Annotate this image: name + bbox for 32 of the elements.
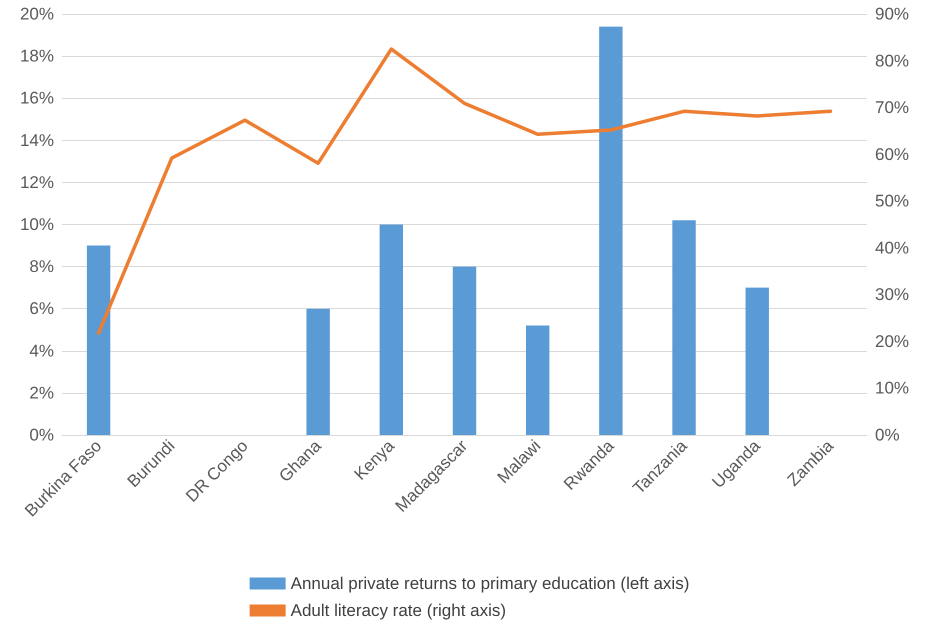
y-tick-label: 6% bbox=[29, 299, 54, 318]
bar bbox=[526, 326, 550, 435]
y2-tick-label: 90% bbox=[875, 4, 910, 24]
bar bbox=[599, 26, 623, 435]
y2-tick-label: 50% bbox=[875, 192, 910, 211]
bar bbox=[672, 220, 696, 435]
bar bbox=[452, 266, 476, 435]
y2-tick-label: 70% bbox=[875, 98, 910, 118]
bar bbox=[86, 246, 110, 435]
y2-tick-label: 10% bbox=[875, 378, 910, 398]
y-tick-label: 12% bbox=[20, 172, 54, 192]
y-tick-label: 8% bbox=[29, 257, 54, 276]
bar bbox=[746, 288, 769, 435]
y2-tick-label: 30% bbox=[875, 285, 910, 304]
y2-tick-label: 60% bbox=[875, 144, 910, 164]
bar bbox=[380, 224, 404, 435]
y2-tick-label: 40% bbox=[875, 238, 910, 258]
y-tick-label: 4% bbox=[29, 341, 54, 360]
legend-label: Adult literacy rate (right axis) bbox=[290, 601, 506, 620]
y-tick-label: 18% bbox=[20, 46, 54, 66]
y2-tick-label: 80% bbox=[875, 51, 910, 70]
legend-label: Annual private returns to primary education (left axis) bbox=[290, 574, 690, 593]
y-tick-label: 2% bbox=[29, 383, 54, 402]
y-tick-label: 10% bbox=[20, 215, 54, 234]
y2-tick-label: 0% bbox=[875, 426, 900, 444]
y2-tick-label: 20% bbox=[875, 332, 910, 351]
line-series bbox=[96, 47, 832, 335]
y-tick-label: 14% bbox=[20, 130, 54, 150]
bar bbox=[306, 308, 330, 435]
y-tick-label: 0% bbox=[29, 426, 54, 444]
y-tick-label: 20% bbox=[20, 4, 54, 24]
y-tick-label: 16% bbox=[20, 88, 54, 108]
